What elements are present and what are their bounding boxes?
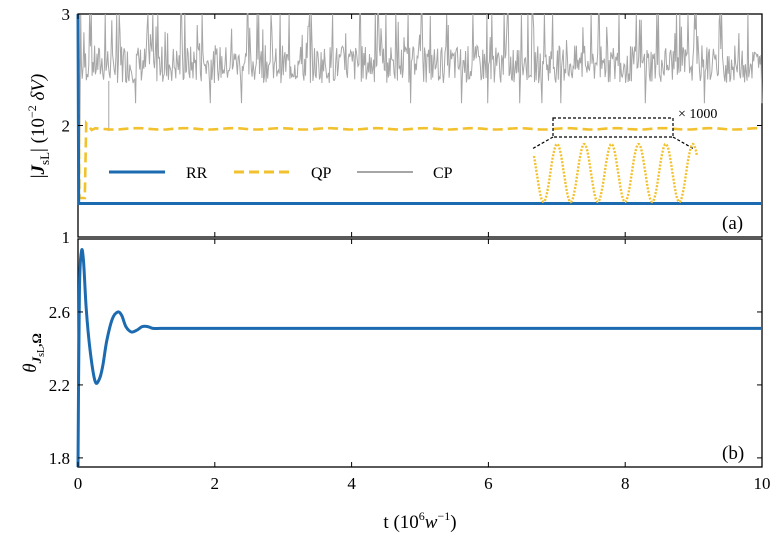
x-tick-label: 2	[211, 474, 220, 493]
series-rr-line	[76, 13, 762, 206]
inset-oscillation	[532, 142, 699, 204]
y-tick-label-a: 1	[62, 228, 71, 247]
series-theta-line	[76, 248, 762, 468]
panel-b-frame	[77, 238, 763, 468]
x-tick-label: 0	[74, 474, 83, 493]
x-tick-label: 10	[754, 474, 771, 493]
y-tick-label-b: 1.8	[49, 449, 70, 468]
y-tick-label-a: 3	[62, 5, 71, 24]
x-axis-title: t (106w−1)	[383, 509, 456, 533]
panel-a-ylabel: |JsL| (10−2 δV)	[25, 74, 52, 179]
series-cp-line	[78, 13, 763, 199]
inset-zoom-box	[552, 117, 674, 138]
legend: RR QP CP	[109, 165, 453, 182]
panel-b-series	[76, 248, 762, 468]
legend-label-qp: QP	[311, 165, 332, 182]
y-tick-label-a: 2	[62, 117, 71, 136]
panel-b-ylabel: θJsL,Ω	[20, 333, 47, 373]
legend-label-cp: CP	[433, 165, 453, 182]
series-qp-line	[76, 13, 759, 200]
legend-label-rr: RR	[186, 165, 208, 182]
panel-b-label: (b)	[722, 443, 744, 464]
inset-zoom: × 1000	[531, 107, 717, 204]
panel-a-series	[76, 13, 763, 206]
panel-a-label: (a)	[722, 213, 743, 234]
x-tick-label: 6	[484, 474, 493, 493]
x-tick-label: 8	[621, 474, 630, 493]
y-tick-label-b: 2.6	[49, 303, 70, 322]
y-tick-label-b: 2.2	[49, 376, 70, 395]
inset-connector-left	[531, 136, 554, 150]
x-tick-label: 4	[347, 474, 356, 493]
inset-factor-label: × 1000	[678, 107, 717, 122]
